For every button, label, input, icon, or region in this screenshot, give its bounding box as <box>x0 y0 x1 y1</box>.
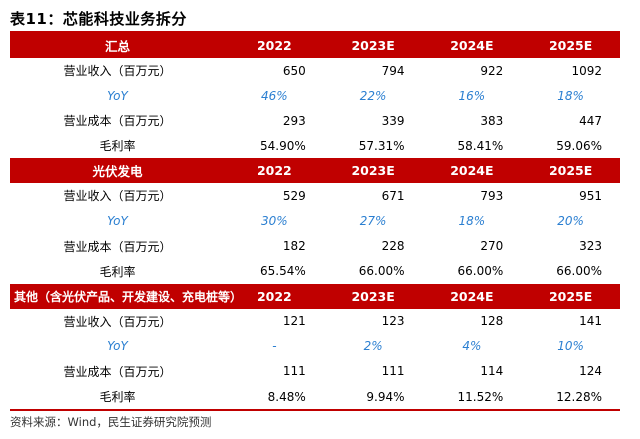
table-cell: 20% <box>557 214 584 229</box>
source-note: 资料来源：Wind，民生证券研究院预测 <box>10 415 212 429</box>
row-label: YoY <box>107 339 128 354</box>
table-cell: 57.31% <box>358 138 405 153</box>
table-cell: 650 <box>282 63 306 78</box>
table-row: 营业成本（百万元） 111 111 114 124 <box>10 359 620 384</box>
table-cell: 141 <box>579 314 602 329</box>
row-label: 营业成本（百万元） <box>63 364 172 379</box>
table-cell: 1092 <box>571 63 602 78</box>
column-header: 2022 <box>225 33 324 58</box>
column-header: 2024E <box>422 158 522 184</box>
table-row: YoY 30% 27% 18% 20% <box>10 208 620 233</box>
table-cell: 228 <box>381 239 405 254</box>
table-cell: 922 <box>480 63 504 78</box>
table-cell: 447 <box>579 113 602 128</box>
table-cell: 293 <box>282 113 306 128</box>
row-label: 毛利率 <box>99 139 136 154</box>
table-row: YoY 46% 22% 16% 18% <box>10 83 620 108</box>
column-header: 2022 <box>225 158 324 184</box>
column-header: 2025E <box>521 33 620 58</box>
row-label: 营业成本（百万元） <box>63 239 172 254</box>
table-cell: 54.90% <box>259 138 306 153</box>
table-cell: 18% <box>557 88 584 103</box>
table-cell: 22% <box>359 88 387 103</box>
table-cell: 383 <box>480 113 504 128</box>
table-row: 毛利率 8.48% 9.94% 11.52% 12.28% <box>10 384 620 409</box>
table-cell: 339 <box>381 113 405 128</box>
row-label: 毛利率 <box>99 390 136 405</box>
table-cell: 8.48% <box>267 389 306 404</box>
table-cell: 66.00% <box>358 264 405 279</box>
section-header-row: 其他（含光伏产品、开发建设、充电桩等） 2022 2023E 2024E 2025E <box>10 283 620 309</box>
table-cell: 58.41% <box>457 138 504 153</box>
table-cell: 111 <box>381 364 405 379</box>
table-row: YoY - 2% 4% 10% <box>10 334 620 359</box>
column-header: 2025E <box>521 158 620 184</box>
table-cell: 121 <box>282 314 306 329</box>
table-row: 营业收入（百万元） 650 794 922 1092 <box>10 58 620 83</box>
column-header: 2023E <box>323 283 423 309</box>
table-row: 营业收入（百万元） 529 671 793 951 <box>10 183 620 208</box>
table-row: 营业收入（百万元） 121 123 128 141 <box>10 309 620 334</box>
table-title: 表11：芯能科技业务拆分 <box>10 10 187 28</box>
table-cell: 2% <box>363 339 383 354</box>
table-cell: 124 <box>579 364 602 379</box>
table-cell: 66.00% <box>457 264 504 279</box>
table-row: 毛利率 54.90% 57.31% 58.41% 59.06% <box>10 133 620 158</box>
table-cell: - <box>272 339 277 354</box>
section-name: 光伏发电 <box>10 158 225 184</box>
column-header: 2023E <box>323 33 423 58</box>
section-header-row: 汇总 2022 2023E 2024E 2025E <box>10 33 620 58</box>
table-cell: 66.00% <box>556 264 602 279</box>
table-cell: 11.52% <box>457 389 504 404</box>
table-cell: 529 <box>282 188 306 203</box>
row-label: 营业成本（百万元） <box>63 114 172 129</box>
table-cell: 9.94% <box>366 389 405 404</box>
row-label: 营业收入（百万元） <box>63 64 172 79</box>
table-cell: 59.06% <box>556 138 602 153</box>
table-row: 营业成本（百万元） 182 228 270 323 <box>10 234 620 259</box>
business-breakdown-table: 汇总 2022 2023E 2024E 2025E 营业收入（百万元） 650 794 922 1… <box>10 33 620 409</box>
table-cell: 114 <box>480 364 504 379</box>
title-divider <box>10 31 620 33</box>
table-cell: 123 <box>381 314 405 329</box>
table-row: 毛利率 65.54% 66.00% 66.00% 66.00% <box>10 259 620 284</box>
table-cell: 65.54% <box>259 264 306 279</box>
bottom-divider <box>10 409 620 411</box>
table-cell: 30% <box>261 214 288 229</box>
table-cell: 10% <box>557 339 584 354</box>
column-header: 2024E <box>422 283 522 309</box>
row-label: 毛利率 <box>99 264 136 279</box>
column-header: 2022 <box>225 283 324 309</box>
column-header: 2024E <box>422 33 522 58</box>
row-label: YoY <box>107 214 128 229</box>
row-label: 营业收入（百万元） <box>63 314 172 329</box>
table-cell: 12.28% <box>556 389 602 404</box>
row-label: 营业收入（百万元） <box>63 189 172 204</box>
table-cell: 270 <box>480 239 504 254</box>
table-cell: 182 <box>282 239 306 254</box>
table-cell: 18% <box>458 214 486 229</box>
column-header: 2025E <box>521 283 620 309</box>
row-label: YoY <box>107 88 128 103</box>
section-header-row: 光伏发电 2022 2023E 2024E 2025E <box>10 158 620 184</box>
table-cell: 128 <box>480 314 504 329</box>
table-cell: 671 <box>381 188 405 203</box>
table-cell: 793 <box>480 188 504 203</box>
table-cell: 323 <box>579 239 602 254</box>
table-cell: 4% <box>462 339 482 354</box>
table-row: 营业成本（百万元） 293 339 383 447 <box>10 108 620 133</box>
table-cell: 111 <box>282 364 306 379</box>
table-cell: 794 <box>381 63 405 78</box>
section-name: 其他（含光伏产品、开发建设、充电桩等） <box>10 283 242 309</box>
section-name: 汇总 <box>10 33 225 58</box>
table-cell: 16% <box>458 88 486 103</box>
table-cell: 46% <box>261 88 288 103</box>
table-cell: 951 <box>579 188 602 203</box>
table-cell: 27% <box>359 214 387 229</box>
column-header: 2023E <box>323 158 423 184</box>
